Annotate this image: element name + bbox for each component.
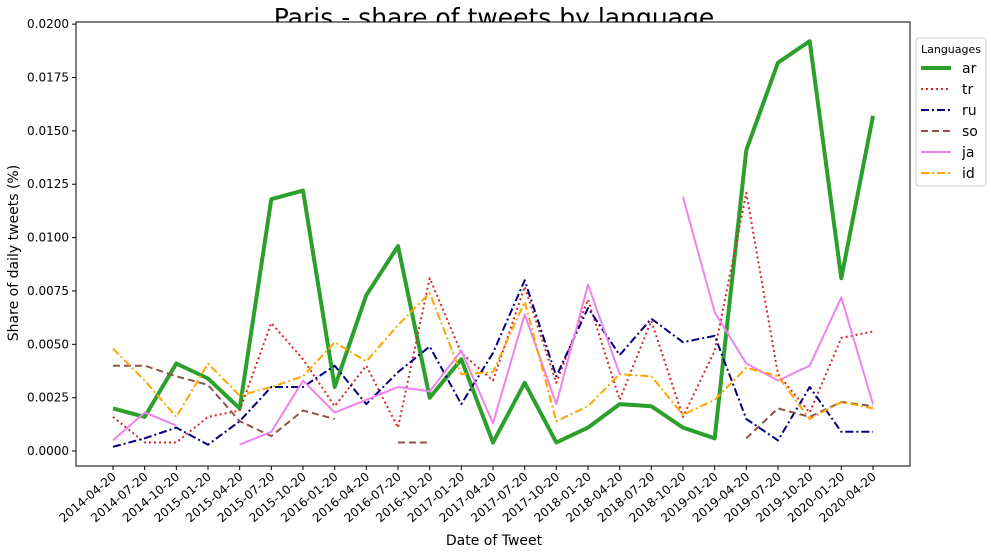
legend-box [915, 37, 987, 187]
series-id [112, 292, 874, 423]
y-tick-label: 0.0075 [27, 284, 69, 298]
y-tick-label: 0.0175 [27, 71, 69, 85]
legend-item-ja: ja [921, 145, 974, 161]
series-line-tr [112, 191, 874, 444]
series-line-id [112, 292, 874, 423]
legend-item-so: so [921, 124, 978, 140]
legend-item-tr: tr [921, 82, 973, 98]
legend-label: ja [961, 145, 974, 161]
series-ar [112, 39, 875, 445]
x-axis-label: Date of Tweet [446, 533, 543, 549]
legend-label: so [962, 124, 978, 140]
y-tick-label: 0.0200 [27, 17, 69, 31]
legend-label: ar [962, 61, 977, 77]
y-tick-label: 0.0125 [27, 177, 69, 191]
legend-label: id [962, 166, 975, 182]
y-tick-label: 0.0025 [27, 391, 69, 405]
legend-label: ru [962, 103, 977, 119]
y-tick-label: 0.0150 [27, 124, 69, 138]
legend-item-ar: ar [921, 61, 977, 77]
legend-label: tr [962, 82, 973, 98]
y-tick-label: 0.0100 [27, 231, 69, 245]
series-ru [112, 279, 873, 448]
series-ja [112, 196, 874, 446]
y-axis-label: Share of daily tweets (%) [6, 165, 22, 341]
legend: Languages ar tr ru so ja id [915, 37, 987, 187]
legend-item-id: id [921, 166, 975, 182]
legend-title: Languages [921, 43, 981, 56]
series-line-ar [112, 39, 875, 445]
y-tick-label: 0.0000 [27, 444, 69, 458]
series-line-ja [112, 196, 874, 446]
axes: 0.0000 0.0025 0.0050 0.0075 0.0100 0.0125 0.01… [27, 17, 911, 525]
plot-background [76, 22, 910, 466]
legend-item-ru: ru [921, 103, 977, 119]
series-line-ru [112, 279, 873, 448]
series-tr [112, 191, 874, 444]
plot-area [76, 22, 910, 466]
y-tick-label: 0.0050 [27, 337, 69, 351]
series-lines [112, 39, 875, 448]
